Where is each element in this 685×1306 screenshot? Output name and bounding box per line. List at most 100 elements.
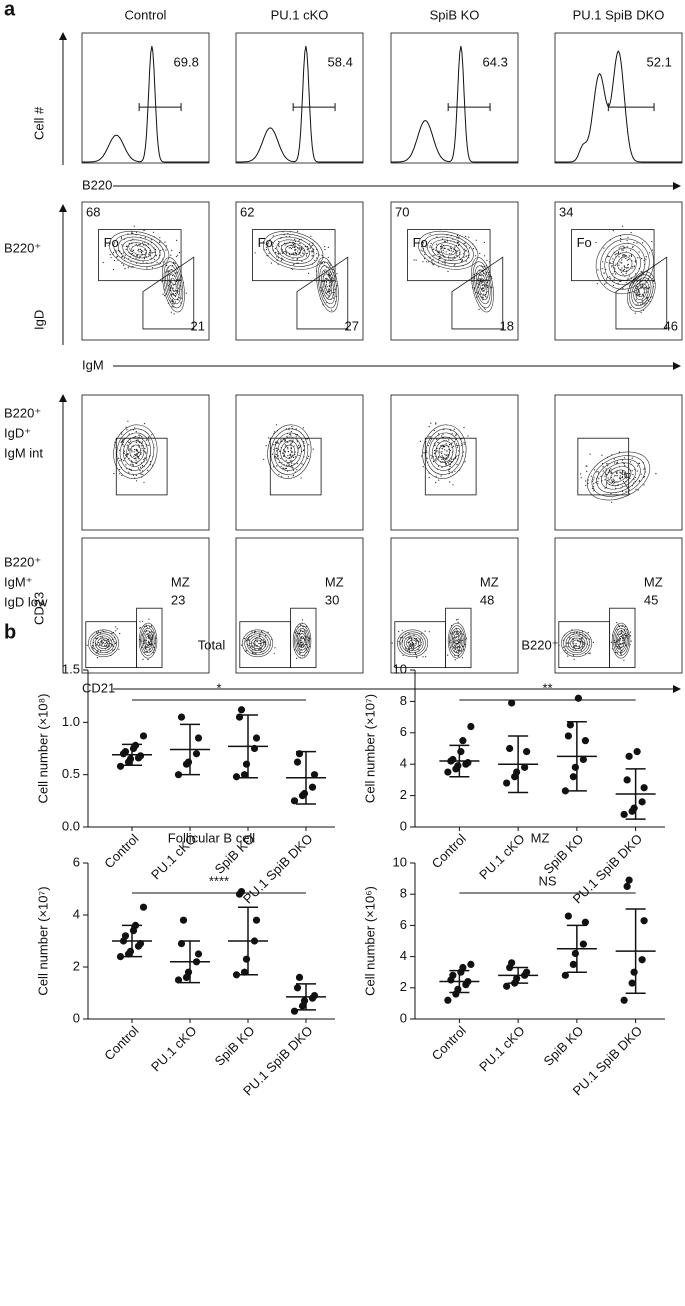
- event-dot: [275, 457, 277, 459]
- event-dot: [300, 638, 302, 640]
- data-point: [290, 797, 299, 805]
- event-dot: [142, 450, 144, 452]
- event-dot: [177, 287, 180, 289]
- contour: [449, 625, 465, 656]
- event-dot: [444, 260, 446, 262]
- event-dot: [280, 475, 282, 477]
- contour: [119, 432, 151, 471]
- event-dot: [620, 280, 622, 282]
- event-dot: [622, 225, 624, 227]
- contour: [140, 625, 156, 656]
- event-dot: [440, 475, 442, 477]
- event-dot: [255, 645, 257, 647]
- event-dot: [324, 245, 326, 248]
- event-dot: [330, 279, 332, 281]
- event-dot: [178, 252, 181, 254]
- event-dot: [287, 448, 289, 450]
- event-dot: [408, 637, 410, 639]
- event-dot: [290, 466, 292, 468]
- event-dot: [632, 266, 634, 268]
- event-dot: [428, 477, 430, 479]
- event-dot: [571, 641, 573, 643]
- event-dot: [292, 246, 294, 248]
- event-dot: [264, 640, 266, 643]
- contour: [403, 635, 422, 652]
- event-dot: [138, 458, 140, 460]
- event-dot: [161, 266, 163, 268]
- event-dot: [297, 230, 299, 232]
- event-dot: [626, 259, 629, 261]
- event-dot: [398, 631, 400, 633]
- histogram-curve: [82, 46, 209, 163]
- event-dot: [135, 441, 137, 444]
- event-dot: [441, 247, 443, 250]
- event-dot: [287, 441, 289, 443]
- event-dot: [140, 473, 142, 475]
- contour: [399, 631, 426, 656]
- event-dot: [630, 254, 633, 256]
- event-dot: [297, 250, 299, 252]
- event-dot: [291, 426, 293, 428]
- event-dot: [156, 261, 158, 263]
- event-dot: [401, 637, 403, 639]
- event-dot: [619, 478, 621, 480]
- event-dot: [327, 261, 329, 263]
- data-point: [561, 787, 569, 795]
- contour: [316, 257, 339, 313]
- event-dot: [436, 450, 438, 452]
- event-dot: [303, 441, 305, 443]
- plot-frame: [235, 201, 364, 341]
- event-dot: [326, 286, 328, 288]
- event-dot: [158, 263, 160, 265]
- event-dot: [281, 249, 283, 251]
- event-dot: [623, 265, 625, 267]
- event-dot: [97, 649, 99, 651]
- event-dot: [640, 279, 642, 281]
- event-dot: [325, 266, 328, 268]
- event-dot: [263, 458, 265, 460]
- event-dot: [139, 256, 141, 258]
- event-dot: [452, 484, 454, 486]
- event-dot: [643, 260, 645, 262]
- event-dot: [447, 453, 449, 455]
- event-dot: [316, 253, 318, 255]
- event-dot: [137, 444, 139, 446]
- gate-percent: 58.4: [328, 54, 353, 69]
- data-point: [116, 953, 125, 961]
- data-point: [242, 760, 251, 768]
- event-dot: [295, 436, 297, 438]
- data-point: [467, 960, 475, 969]
- event-dot: [626, 267, 628, 269]
- data-point: [449, 971, 457, 979]
- event-dot: [290, 439, 292, 441]
- event-dot: [627, 263, 630, 265]
- data-point: [300, 997, 309, 1005]
- event-dot: [624, 473, 626, 475]
- event-dot: [131, 449, 133, 451]
- event-dot: [629, 477, 631, 479]
- plot-frame: [554, 201, 683, 341]
- contour: [595, 234, 654, 294]
- event-dot: [292, 469, 295, 471]
- event-dot: [595, 241, 597, 244]
- data-point: [308, 783, 317, 791]
- event-dot: [634, 291, 636, 293]
- contour: [401, 633, 424, 654]
- data-point: [508, 699, 516, 707]
- event-dot: [150, 257, 152, 259]
- event-dot: [442, 433, 444, 435]
- event-dot: [616, 641, 618, 643]
- contour: [246, 633, 269, 654]
- event-dot: [304, 655, 306, 657]
- event-dot: [327, 246, 329, 248]
- event-dot: [108, 642, 110, 644]
- plot-frame: [390, 201, 519, 341]
- contour: [126, 242, 152, 259]
- event-dot: [139, 470, 141, 472]
- event-dot: [413, 634, 415, 636]
- event-dot: [290, 247, 293, 250]
- event-dot: [422, 250, 424, 252]
- event-dot: [567, 646, 569, 648]
- event-dot: [138, 243, 140, 246]
- contour: [631, 277, 652, 306]
